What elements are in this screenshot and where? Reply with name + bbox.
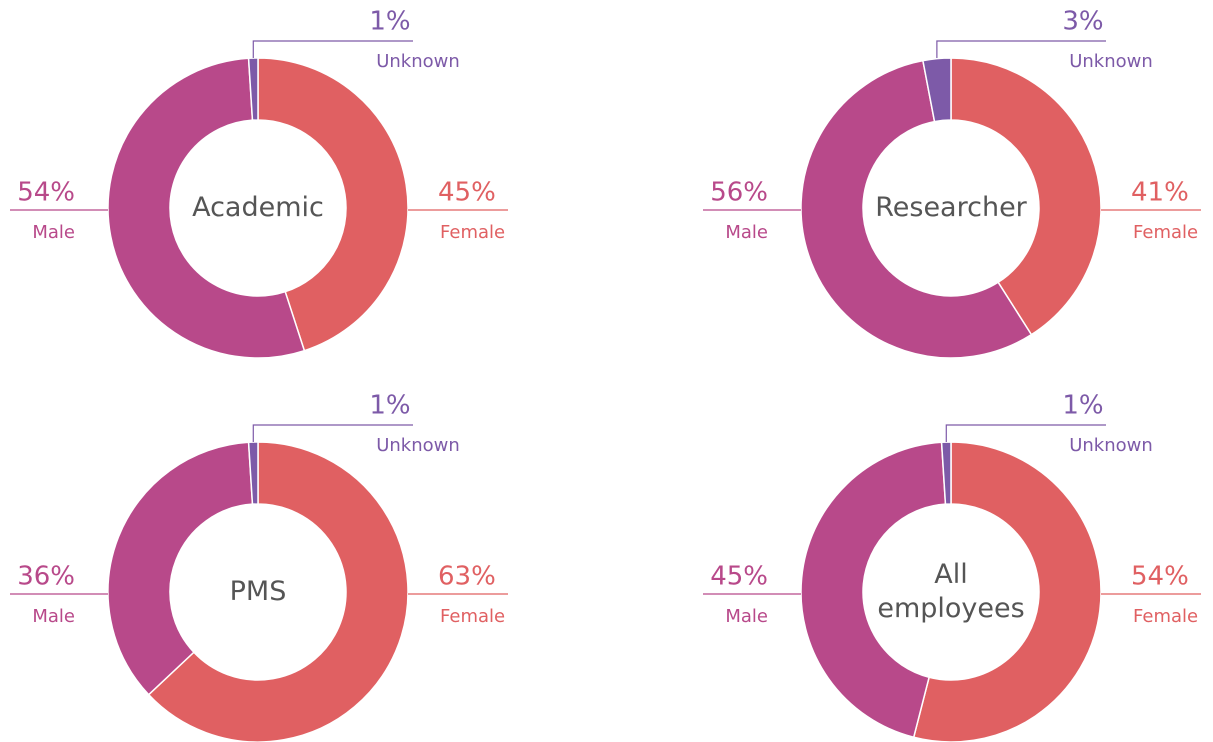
slice-category: Unknown — [1069, 51, 1153, 72]
donut-slice — [107, 57, 306, 359]
donut-slice — [922, 57, 952, 123]
slice-value: 1% — [369, 391, 410, 421]
leader-line — [945, 424, 1106, 442]
slice-category: Male — [725, 222, 768, 243]
slice-category: Unknown — [376, 435, 460, 456]
donut-slice — [800, 59, 1033, 359]
slice-value: 45% — [710, 562, 768, 592]
donut-center-label: Researcher — [875, 192, 1027, 223]
slice-category: Female — [440, 606, 505, 627]
donut-slice — [247, 57, 259, 121]
slice-category: Male — [725, 606, 768, 627]
donut-slice — [147, 441, 409, 742]
slice-category: Unknown — [376, 51, 460, 72]
donut-center-label: All employees — [877, 559, 1025, 624]
slice-category: Unknown — [1069, 435, 1153, 456]
donut-center-label: Academic — [192, 192, 324, 223]
slice-value: 41% — [1131, 178, 1189, 208]
slice-value: 63% — [438, 562, 496, 592]
slice-category: Female — [440, 222, 505, 243]
donut-center-label: PMS — [229, 576, 287, 607]
leader-line — [252, 424, 413, 442]
donut-slice — [247, 441, 259, 505]
slice-category: Male — [32, 222, 75, 243]
leader-line — [936, 40, 1106, 58]
slice-value: 54% — [1131, 562, 1189, 592]
leader-line — [252, 40, 413, 58]
slice-value: 3% — [1062, 7, 1103, 37]
slice-category: Male — [32, 606, 75, 627]
donut-slice — [107, 441, 254, 696]
slice-value: 45% — [438, 178, 496, 208]
slice-value: 1% — [369, 7, 410, 37]
slice-value: 56% — [710, 178, 768, 208]
donut-slice — [950, 57, 1102, 336]
slice-value: 1% — [1062, 391, 1103, 421]
slice-category: Female — [1133, 222, 1198, 243]
donut-slice — [257, 57, 409, 352]
slice-value: 54% — [17, 178, 75, 208]
slice-value: 36% — [17, 562, 75, 592]
slice-category: Female — [1133, 606, 1198, 627]
donut-slice — [800, 441, 947, 739]
donut-slice — [940, 441, 952, 505]
